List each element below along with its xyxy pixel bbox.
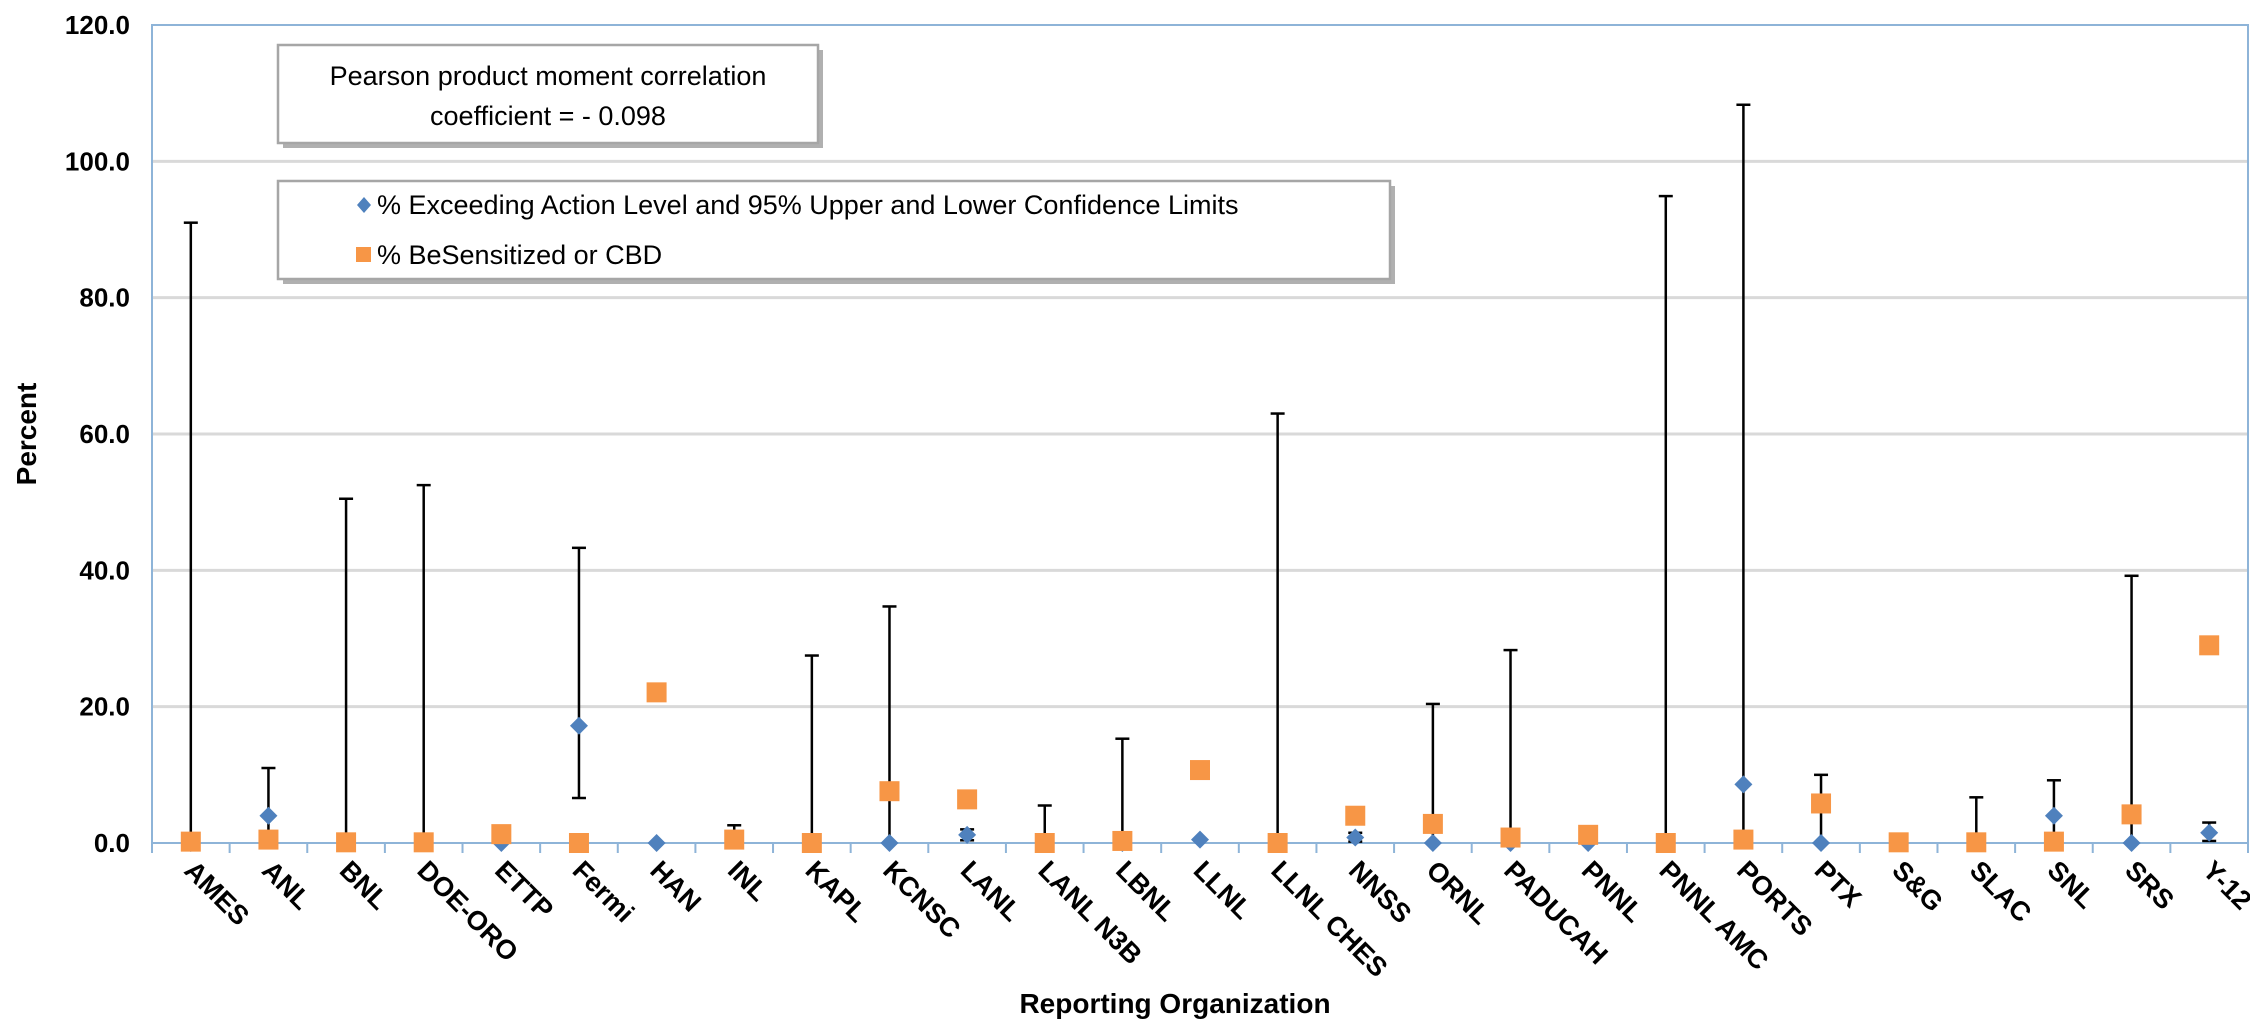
data-point-besensitized: [2199, 635, 2220, 656]
data-point-exceeding: [647, 834, 666, 852]
y-tick-label: 120.0: [65, 10, 130, 40]
data-point-besensitized: [879, 781, 900, 802]
data-point-besensitized: [1345, 805, 1366, 826]
data-point-exceeding: [1346, 828, 1365, 847]
x-tick-label: KCNSC: [877, 855, 966, 944]
data-point-exceeding: [1812, 834, 1831, 852]
data-point-besensitized: [957, 789, 978, 810]
x-tick-label: NNSS: [1343, 855, 1417, 929]
data-point-besensitized: [1422, 813, 1443, 834]
x-tick-label: SRS: [2119, 855, 2179, 915]
correlation-line-1: Pearson product moment correlation: [330, 61, 767, 91]
data-point-exceeding: [1423, 834, 1442, 852]
legend-label-besensitized: % BeSensitized or CBD: [377, 240, 662, 270]
gridlines: [152, 159, 2248, 709]
data-point-besensitized: [2043, 831, 2064, 852]
legend: % Exceeding Action Level and 95% Upper a…: [276, 179, 1395, 284]
series-besensitized-cbd: [180, 635, 2220, 853]
data-point-exceeding: [880, 834, 899, 852]
data-point-exceeding: [569, 716, 588, 735]
data-point-besensitized: [1112, 830, 1133, 851]
data-point-besensitized: [568, 833, 589, 853]
data-point-besensitized: [2121, 804, 2142, 825]
data-point-exceeding: [1191, 830, 1209, 849]
data-point-exceeding: [2200, 823, 2219, 842]
x-tick-label: BNL: [334, 855, 394, 915]
data-point-besensitized: [646, 682, 667, 703]
x-tick-label: AMES: [179, 855, 255, 931]
data-point-besensitized: [801, 833, 822, 853]
y-axis-title: Percent: [11, 383, 42, 486]
data-point-besensitized: [1190, 760, 1210, 781]
x-tick-label: LLNL: [1188, 855, 1258, 925]
y-tick-label: 0.0: [94, 828, 130, 858]
data-point-besensitized: [180, 831, 201, 852]
data-point-besensitized: [1034, 833, 1055, 853]
data-point-besensitized: [258, 829, 279, 850]
x-tick-label: Fermi: [567, 855, 640, 928]
series-exceeding-action-level: [181, 716, 2219, 852]
data-point-besensitized: [336, 832, 357, 853]
x-tick-label: PTX: [1809, 855, 1867, 913]
x-tick-label: ANL: [256, 855, 316, 915]
x-tick-label: LBNL: [1110, 855, 1182, 927]
y-tick-label: 20.0: [79, 692, 130, 722]
y-tick-label: 100.0: [65, 146, 130, 176]
data-point-besensitized: [1655, 833, 1676, 853]
x-tick-label: PNNL: [1576, 855, 1649, 928]
data-point-exceeding: [2122, 834, 2141, 852]
data-point-exceeding: [1734, 775, 1753, 794]
y-tick-label: 40.0: [79, 555, 130, 585]
x-tick-label: SLAC: [1964, 855, 2037, 928]
data-point-besensitized: [1811, 793, 1832, 814]
data-point-besensitized: [1966, 832, 1987, 853]
x-tick-label: LANL: [955, 855, 1027, 927]
legend-label-exceeding: % Exceeding Action Level and 95% Upper a…: [377, 190, 1239, 220]
x-tick-label: S&G: [1886, 855, 1949, 918]
x-tick-label: KAPL: [800, 855, 873, 928]
data-point-exceeding: [259, 806, 278, 825]
x-tick-label: INL: [722, 855, 774, 907]
y-tick-label: 80.0: [79, 283, 130, 313]
data-point-besensitized: [1267, 833, 1288, 853]
y-tick-label: 60.0: [79, 419, 130, 449]
data-point-besensitized: [491, 824, 512, 845]
data-point-besensitized: [413, 832, 434, 853]
data-point-exceeding: [958, 825, 977, 844]
x-tick-label: Y-12: [2197, 855, 2250, 915]
x-tick-label: HAN: [644, 855, 707, 918]
correlation-line-2: coefficient = - 0.098: [430, 101, 666, 131]
y-axis: 0.0 20.0 40.0 60.0 80.0 100.0 120.0: [65, 10, 130, 858]
x-tick-label: ETTP: [489, 855, 559, 925]
data-point-besensitized: [1500, 827, 1521, 848]
legend-diamond-icon: [357, 197, 371, 213]
data-point-besensitized: [1733, 829, 1754, 850]
data-point-besensitized: [724, 829, 745, 850]
x-axis-title: Reporting Organization: [1019, 988, 1330, 1019]
correlation-annotation: Pearson product moment correlation coeff…: [276, 43, 823, 148]
x-tick-label: ORNL: [1421, 855, 1496, 930]
data-point-exceeding: [2044, 806, 2063, 825]
x-tick-label: SNL: [2042, 855, 2101, 914]
error-bars: [183, 103, 2217, 845]
data-point-besensitized: [1578, 824, 1599, 845]
legend-square-icon: [356, 247, 371, 262]
data-point-besensitized: [1888, 832, 1909, 853]
